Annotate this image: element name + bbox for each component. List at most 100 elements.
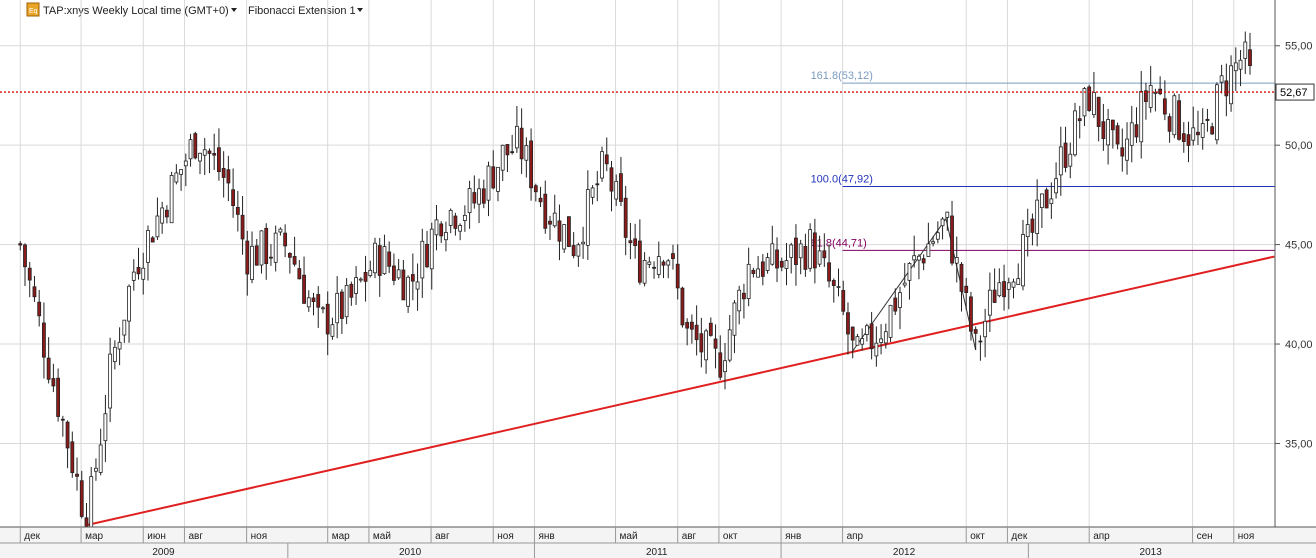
candle-up <box>434 219 439 236</box>
candle-down <box>269 256 273 259</box>
candle-up <box>1016 278 1021 285</box>
candle-down <box>529 140 533 189</box>
candle-down <box>425 243 429 268</box>
candle-down <box>567 216 571 247</box>
x-month-label: дек <box>1011 531 1027 542</box>
y-axis: 35,00 40,00 45,00 50,00 55,00 <box>1274 0 1313 527</box>
candle-up <box>278 228 283 233</box>
candle-up <box>406 276 411 307</box>
candle-up <box>202 149 207 156</box>
candle-down <box>240 214 245 240</box>
candle-up <box>585 189 590 246</box>
y-tick-label: 50,00 <box>1285 140 1313 152</box>
candle-up <box>112 346 117 363</box>
candle-up <box>562 224 567 250</box>
candle-down <box>1087 86 1092 111</box>
y-tick-label: 40,00 <box>1285 339 1313 351</box>
candle-up <box>462 214 467 221</box>
candle-up <box>250 245 254 280</box>
candle-down <box>699 333 704 353</box>
candle-down <box>742 292 746 300</box>
candle-up <box>169 175 174 224</box>
candle-up <box>103 413 108 442</box>
candle-up <box>727 329 732 361</box>
candle-up <box>737 289 742 312</box>
candle-up <box>666 260 671 266</box>
candle-up <box>1153 92 1158 94</box>
candle-up <box>756 268 761 278</box>
candle-up <box>188 139 193 160</box>
candle-down <box>685 322 690 329</box>
candle-up <box>477 188 481 205</box>
candle-up <box>879 338 883 343</box>
candle-up <box>321 307 325 310</box>
candle-up <box>997 282 1002 297</box>
candle-down <box>841 290 846 312</box>
candle-up <box>898 292 902 308</box>
candle-down <box>491 166 496 189</box>
candle-down <box>1224 80 1229 97</box>
candle-up <box>590 187 595 198</box>
candle-down <box>264 227 269 265</box>
chart-grid <box>0 0 1275 527</box>
candle-down <box>718 352 723 378</box>
candle-up <box>874 342 879 357</box>
candle-up <box>1058 146 1063 176</box>
candle-up <box>931 241 936 244</box>
candle-down <box>1196 131 1200 136</box>
candle-down <box>46 357 51 380</box>
candle-down <box>226 169 231 184</box>
candle-down <box>75 473 79 477</box>
candle-up <box>448 209 453 226</box>
candle-up <box>496 166 500 192</box>
candle-down <box>65 421 70 449</box>
candle-up <box>122 319 127 336</box>
candle-down <box>254 245 259 266</box>
candle-down <box>964 285 969 293</box>
candle-up <box>789 244 794 258</box>
candle-up <box>335 292 340 324</box>
candle-up <box>954 257 959 264</box>
candle-up <box>1129 122 1134 146</box>
candle-up <box>1243 41 1248 59</box>
candle-up <box>1106 119 1111 146</box>
y-tick-label: 45,00 <box>1285 240 1313 252</box>
candle-up <box>330 324 335 337</box>
candle-up <box>765 257 770 271</box>
candle-down <box>401 269 406 301</box>
candle-up <box>486 165 491 201</box>
candle-down <box>609 167 614 192</box>
x-month-label: янв <box>785 531 801 542</box>
symbol-title[interactable]: TAP:xnys Weekly Local time (GMT+0) <box>43 5 229 17</box>
candle-up <box>354 277 358 294</box>
fibonacci-level-label: 161.8(53,12) <box>811 70 873 82</box>
candle-up <box>770 243 775 265</box>
candle-up <box>907 263 912 281</box>
candle-down <box>675 263 680 289</box>
candle-up <box>127 285 131 322</box>
candle-up <box>855 336 860 346</box>
candle-down <box>392 265 396 281</box>
fibonacci-level-label: 61.8(44,71) <box>811 237 867 249</box>
x-month-label: апр <box>1093 531 1110 542</box>
candle-up <box>552 212 557 227</box>
x-month-label: авг <box>188 531 203 542</box>
candle-down <box>794 237 798 265</box>
symbol-dropdown-icon[interactable] <box>231 8 237 12</box>
candle-up <box>160 207 165 224</box>
candle-down <box>543 193 548 229</box>
support-trendline[interactable] <box>86 255 1275 526</box>
candle-down <box>51 378 56 387</box>
candle-down <box>231 189 236 207</box>
indicator-dropdown-icon[interactable] <box>357 8 363 12</box>
candle-up <box>131 271 136 281</box>
fibonacci-level-label: 100.0(47,92) <box>811 174 873 186</box>
x-month-label: сен <box>1197 531 1213 542</box>
fibonacci-indicator-title[interactable]: Fibonacci Extension 1 <box>248 5 356 17</box>
candle-down <box>869 323 874 350</box>
symbol-icon[interactable] <box>26 2 40 17</box>
candle-down <box>548 220 552 225</box>
candle-up <box>396 269 401 279</box>
candle-up <box>1082 88 1087 117</box>
